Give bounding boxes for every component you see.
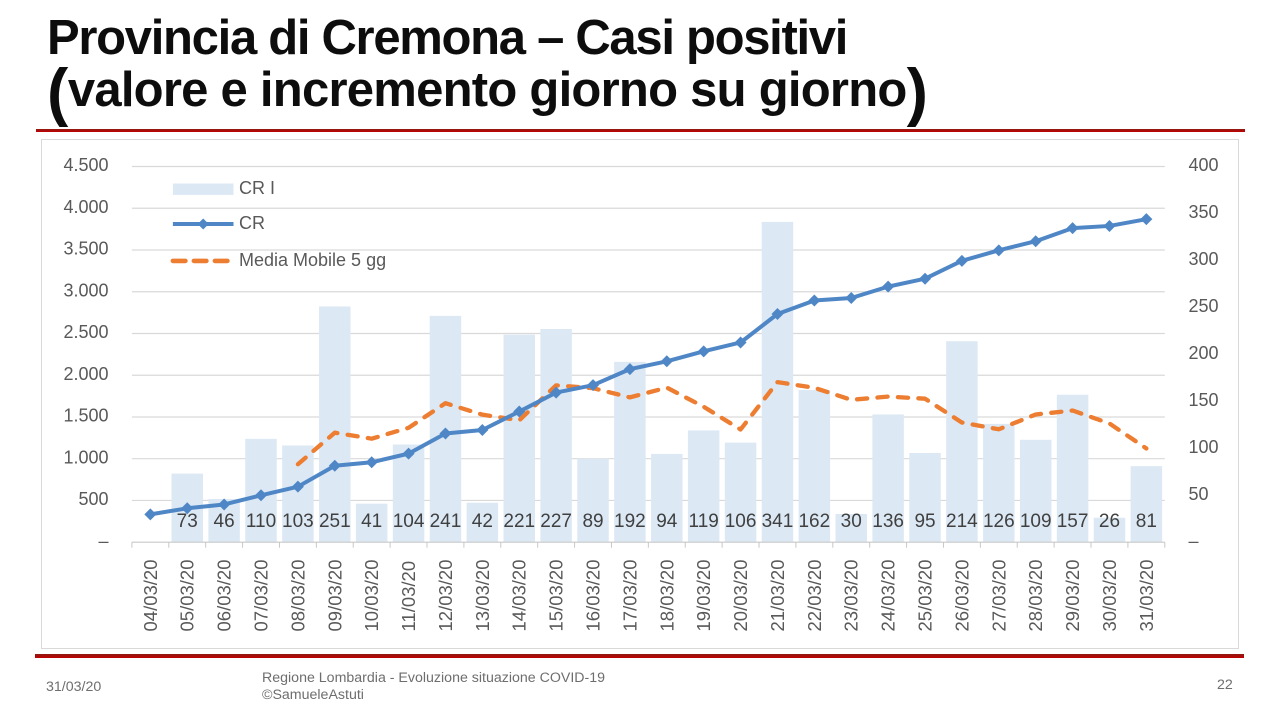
svg-text:24/03/20: 24/03/20 [878, 559, 899, 631]
svg-text:46: 46 [214, 511, 235, 532]
svg-text:22/03/20: 22/03/20 [804, 559, 825, 631]
svg-text:26: 26 [1099, 511, 1120, 532]
svg-text:13/03/20: 13/03/20 [472, 559, 493, 631]
svg-text:28/03/20: 28/03/20 [1025, 559, 1046, 631]
svg-text:251: 251 [319, 511, 351, 532]
svg-text:106: 106 [725, 511, 757, 532]
svg-text:103: 103 [282, 511, 314, 532]
svg-text:192: 192 [614, 511, 646, 532]
svg-text:–: – [98, 531, 108, 551]
svg-text:04/03/20: 04/03/20 [140, 559, 161, 631]
svg-text:250: 250 [1189, 296, 1219, 316]
svg-text:14/03/20: 14/03/20 [509, 559, 530, 631]
svg-text:109: 109 [1020, 511, 1052, 532]
svg-text:200: 200 [1189, 343, 1219, 363]
svg-text:150: 150 [1189, 390, 1219, 410]
svg-text:12/03/20: 12/03/20 [435, 559, 456, 631]
svg-text:29/03/20: 29/03/20 [1062, 559, 1083, 631]
svg-text:CR: CR [239, 213, 265, 233]
svg-text:07/03/20: 07/03/20 [251, 559, 272, 631]
svg-text:4.500: 4.500 [63, 155, 108, 175]
svg-text:221: 221 [503, 511, 535, 532]
svg-text:25/03/20: 25/03/20 [915, 559, 936, 631]
svg-text:CR I: CR I [239, 178, 275, 198]
svg-text:350: 350 [1189, 202, 1219, 222]
svg-text:26/03/20: 26/03/20 [951, 559, 972, 631]
svg-text:–: – [1189, 531, 1199, 551]
svg-text:19/03/20: 19/03/20 [693, 559, 714, 631]
svg-text:41: 41 [361, 511, 382, 532]
svg-text:119: 119 [689, 511, 719, 532]
svg-text:23/03/20: 23/03/20 [841, 559, 862, 631]
svg-text:30/03/20: 30/03/20 [1099, 559, 1120, 631]
svg-text:05/03/20: 05/03/20 [177, 559, 198, 631]
svg-text:3.500: 3.500 [63, 239, 108, 259]
svg-text:100: 100 [1189, 437, 1219, 457]
svg-text:73: 73 [177, 511, 198, 532]
svg-text:27/03/20: 27/03/20 [988, 559, 1009, 631]
svg-text:09/03/20: 09/03/20 [324, 559, 345, 631]
svg-text:50: 50 [1189, 484, 1209, 504]
svg-text:136: 136 [872, 511, 904, 532]
svg-text:500: 500 [78, 489, 108, 509]
svg-text:17/03/20: 17/03/20 [619, 559, 640, 631]
svg-text:1.500: 1.500 [63, 406, 108, 426]
svg-text:21/03/20: 21/03/20 [767, 559, 788, 631]
svg-text:31/03/20: 31/03/20 [1136, 559, 1157, 631]
svg-text:2.000: 2.000 [63, 364, 108, 384]
svg-text:30: 30 [841, 511, 862, 532]
svg-text:227: 227 [540, 511, 572, 532]
svg-text:162: 162 [798, 511, 830, 532]
svg-text:95: 95 [914, 511, 935, 532]
svg-text:81: 81 [1136, 511, 1157, 532]
svg-text:104: 104 [393, 511, 425, 532]
svg-text:214: 214 [946, 511, 978, 532]
svg-text:110: 110 [246, 511, 276, 532]
svg-text:06/03/20: 06/03/20 [214, 559, 235, 631]
svg-text:3.000: 3.000 [63, 280, 108, 300]
svg-text:89: 89 [582, 511, 603, 532]
svg-text:2.500: 2.500 [63, 322, 108, 342]
svg-text:15/03/20: 15/03/20 [546, 559, 567, 631]
svg-text:126: 126 [983, 511, 1015, 532]
svg-text:11/03/20: 11/03/20 [398, 561, 419, 632]
svg-text:341: 341 [762, 511, 794, 532]
svg-text:300: 300 [1189, 249, 1219, 269]
svg-text:400: 400 [1189, 155, 1219, 175]
svg-text:10/03/20: 10/03/20 [361, 559, 382, 631]
svg-text:20/03/20: 20/03/20 [730, 559, 751, 631]
svg-text:08/03/20: 08/03/20 [287, 559, 308, 631]
svg-text:1.000: 1.000 [63, 447, 108, 467]
svg-text:Media Mobile 5 gg: Media Mobile 5 gg [239, 250, 386, 270]
svg-text:42: 42 [472, 511, 493, 532]
svg-text:241: 241 [430, 511, 462, 532]
svg-text:157: 157 [1057, 511, 1089, 532]
svg-text:18/03/20: 18/03/20 [656, 559, 677, 631]
svg-text:94: 94 [656, 511, 678, 532]
svg-text:16/03/20: 16/03/20 [583, 559, 604, 631]
svg-text:4.000: 4.000 [63, 197, 108, 217]
